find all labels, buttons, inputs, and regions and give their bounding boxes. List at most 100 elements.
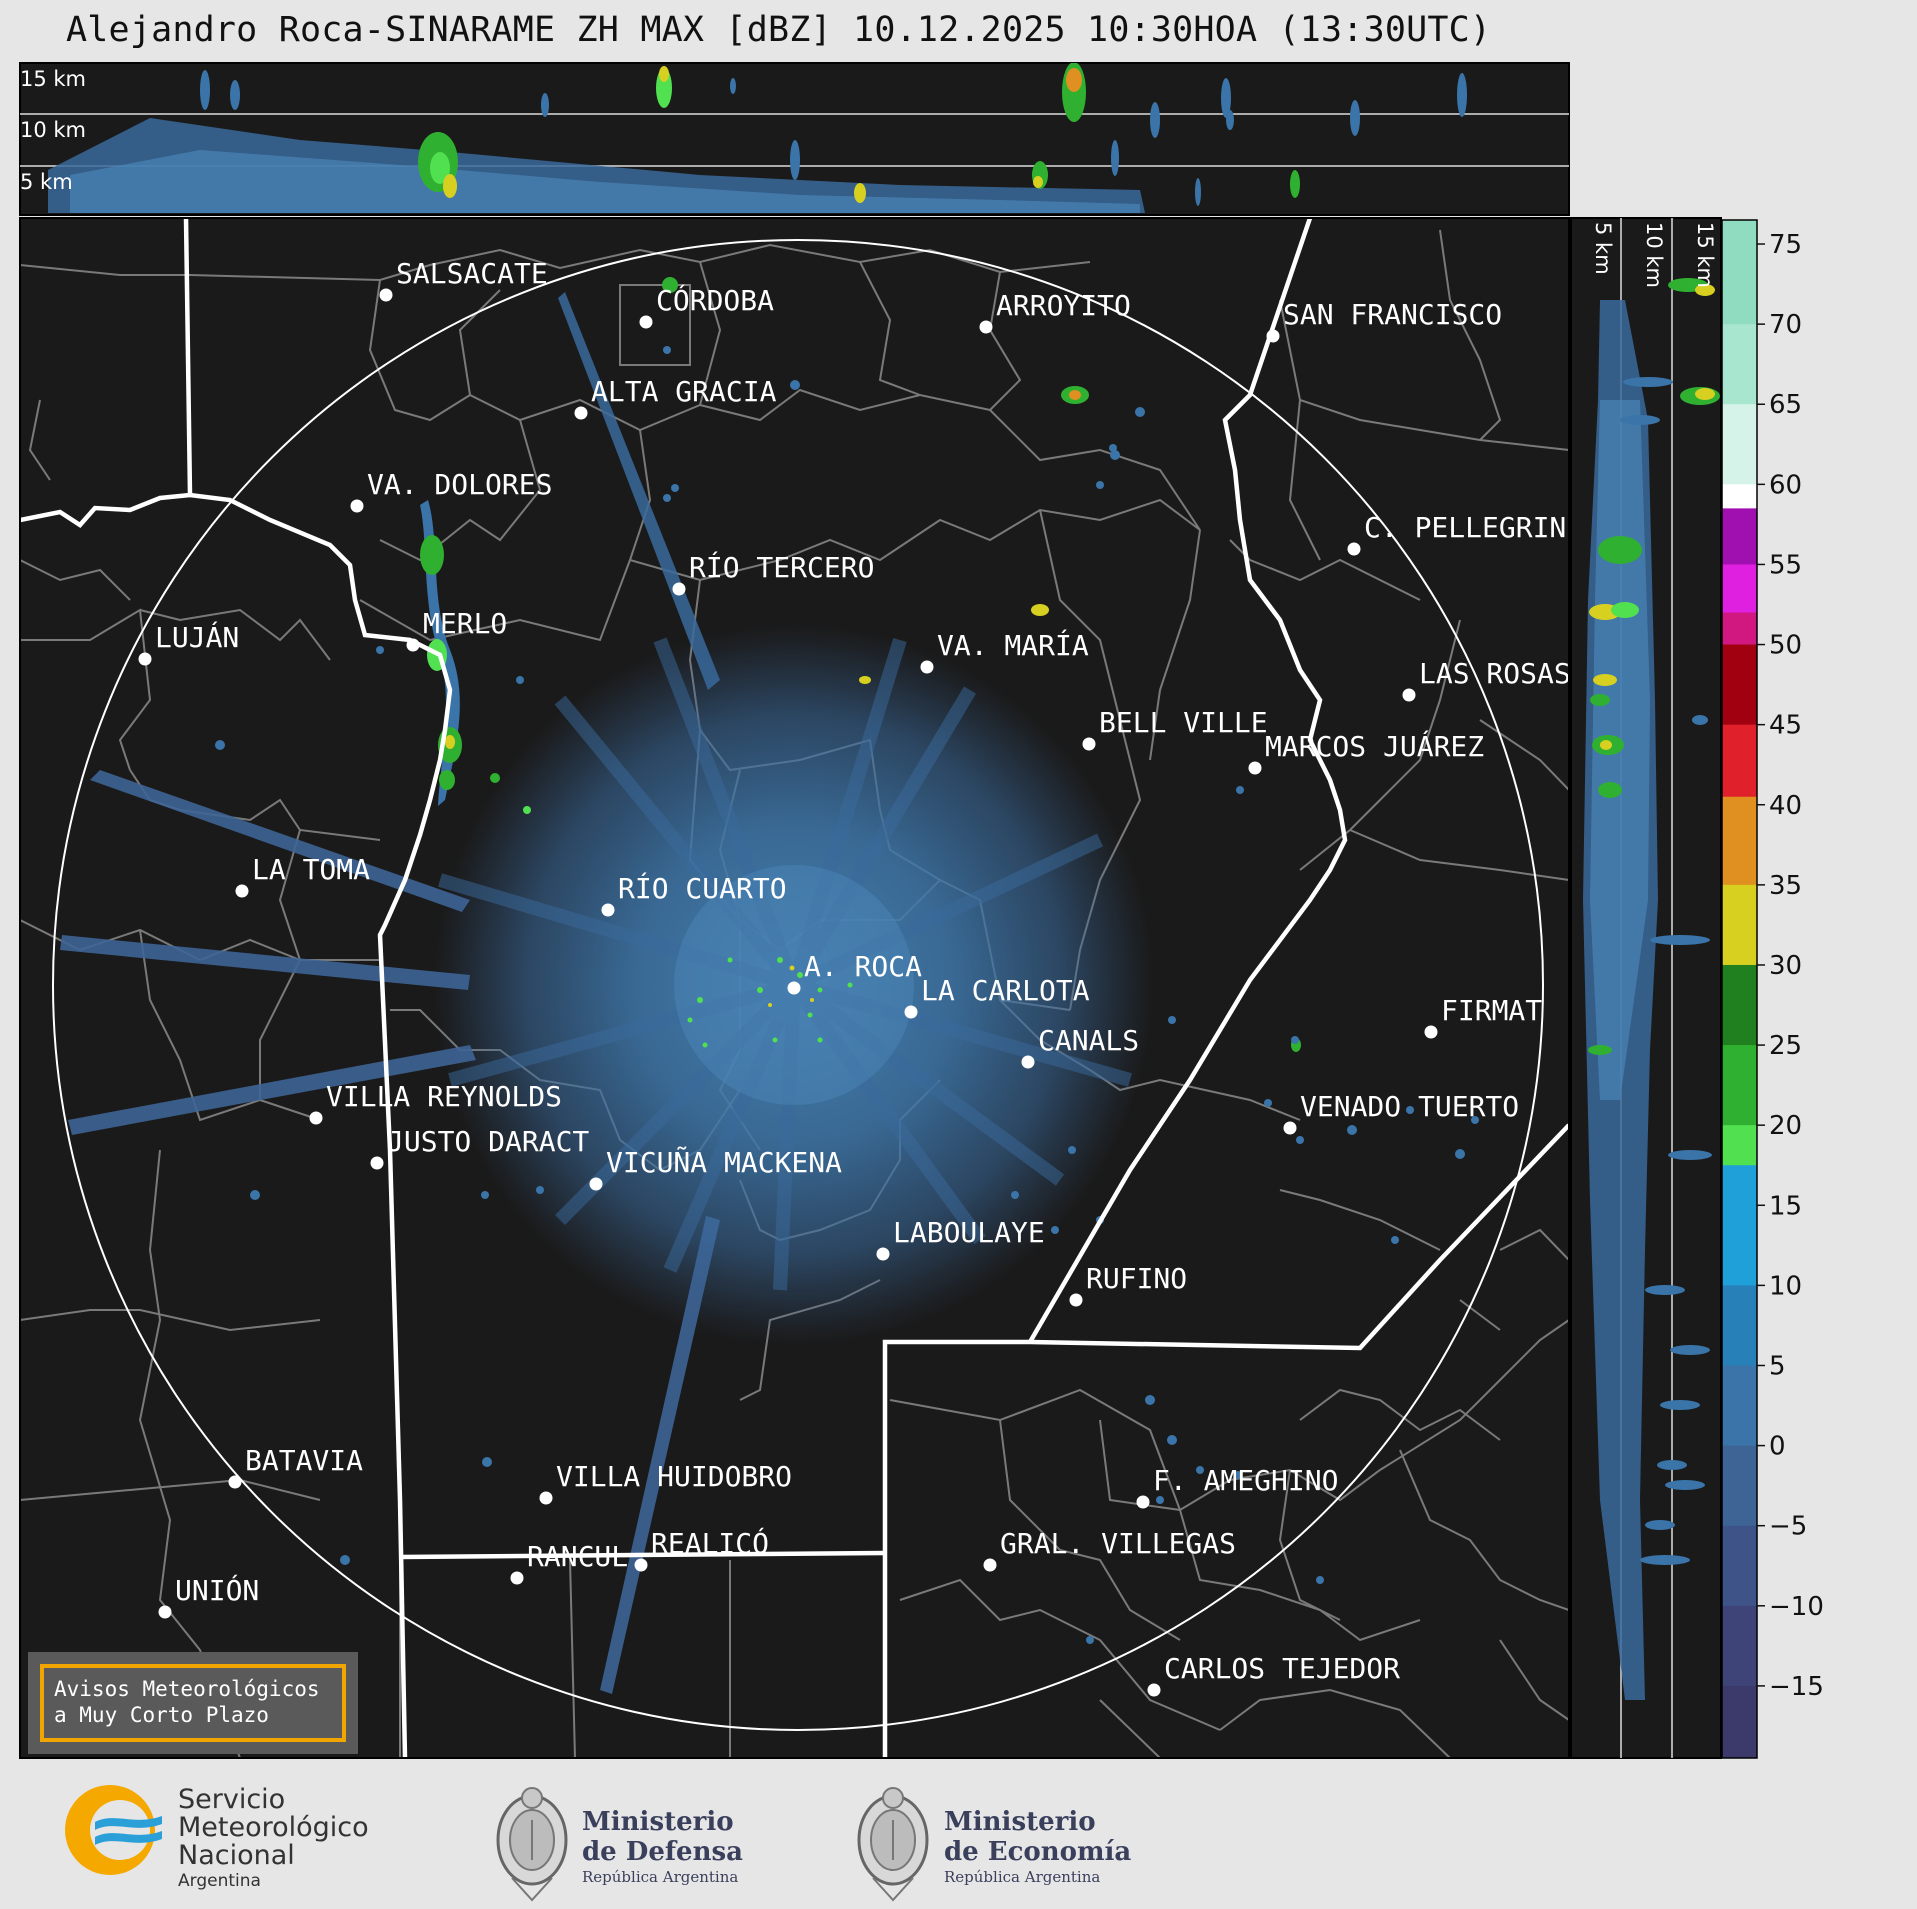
notice-box[interactable]: Avisos Meteorológicos a Muy Corto Plazo: [28, 1652, 358, 1754]
city-label: JUSTO DARACT: [387, 1125, 589, 1158]
city-dot: [370, 1156, 384, 1170]
city-dot: [1082, 737, 1096, 751]
city-marker: C. PELLEGRINI: [1347, 511, 1569, 556]
city-dot: [574, 406, 588, 420]
city-dot: [639, 315, 653, 329]
colorbar-tick-label: 5: [1769, 1351, 1786, 1381]
city-marker: RÍO CUARTO: [601, 871, 787, 917]
city-label: RÍO CUARTO: [618, 871, 787, 905]
city-label: CARLOS TEJEDOR: [1164, 1652, 1400, 1685]
colorbar-segment: [1722, 1685, 1757, 1759]
footer-logos: Servicio Meteorológico Nacional Argentin…: [65, 1784, 1131, 1902]
defensa-coat-of-arms-icon: [496, 1787, 568, 1902]
radar-figure: 15 km 10 km 5 km: [19, 62, 1824, 1759]
city-dot: [589, 1177, 603, 1191]
colorbar-tick-label: 60: [1769, 470, 1802, 500]
colorbar-segment: [1722, 1365, 1757, 1447]
colorbar-tick-label: 70: [1769, 310, 1802, 340]
city-marker: A. ROCA: [787, 950, 922, 995]
city-label: A. ROCA: [804, 950, 922, 983]
smn-logo: Servicio Meteorológico Nacional Argentin…: [65, 1784, 369, 1891]
smn-logo-line-1: Servicio: [178, 1784, 285, 1815]
city-dot: [138, 652, 152, 666]
city-marker: LUJÁN: [138, 620, 239, 666]
city-label: VA. DOLORES: [367, 468, 552, 501]
colorbar-segment: [1722, 564, 1757, 614]
colorbar-segment: [1722, 724, 1757, 798]
colorbar-segment: [1722, 964, 1757, 1046]
city-dot: [672, 582, 686, 596]
city-label: ALTA GRACIA: [591, 375, 777, 408]
colorbar-tick-label: −5: [1769, 1512, 1807, 1542]
city-marker: VICUÑA MACKENA: [589, 1145, 842, 1191]
economia-logo-line-1: Ministerio: [944, 1807, 1096, 1837]
city-label: BATAVIA: [245, 1444, 363, 1477]
side-altitude-label-10km: 10 km: [1642, 222, 1666, 288]
city-marker: RANCUL: [510, 1540, 628, 1585]
city-label: UNIÓN: [175, 1573, 259, 1607]
colorbar-tick-label: 10: [1769, 1271, 1802, 1301]
city-label: VICUÑA MACKENA: [606, 1145, 842, 1179]
city-label: VENADO TUERTO: [1300, 1090, 1519, 1123]
city-dot: [787, 981, 801, 995]
city-label: SAN FRANCISCO: [1283, 298, 1502, 331]
colorbar-segment: [1722, 644, 1757, 726]
city-marker: VA. MARÍA: [920, 628, 1089, 674]
colorbar-tick-label: 65: [1769, 390, 1802, 420]
colorbar-segment: [1722, 1525, 1757, 1607]
colorbar-tick-label: 20: [1769, 1111, 1802, 1141]
city-marker: FIRMAT: [1424, 994, 1542, 1039]
colorbar-tick-label: 50: [1769, 631, 1802, 661]
city-label: LA CARLOTA: [921, 974, 1090, 1007]
colorbar-segment: [1722, 1165, 1757, 1286]
city-label: RANCUL: [527, 1540, 628, 1573]
city-dot: [920, 660, 934, 674]
top-altitude-label-10km: 10 km: [20, 118, 86, 142]
colorbar-tick-label: 35: [1769, 871, 1802, 901]
city-marker: F. AMEGHINO: [1136, 1464, 1338, 1509]
city-marker: LA CARLOTA: [904, 974, 1090, 1019]
city-label: BELL VILLE: [1099, 706, 1268, 739]
side-cross-section-panel: 5 km 10 km 15 km: [1570, 217, 1722, 1759]
colorbar-segment: [1722, 884, 1757, 966]
city-label: LAS ROSAS: [1419, 657, 1571, 690]
ministerio-economia-logo: Ministerio de Economía República Argenti…: [857, 1787, 1131, 1902]
economia-logo-line-3: República Argentina: [944, 1868, 1100, 1886]
defensa-logo-line-3: República Argentina: [582, 1868, 738, 1886]
smn-logo-line-2: Meteorológico: [178, 1812, 369, 1843]
colorbar-segment: [1722, 404, 1757, 485]
city-dot: [1248, 761, 1262, 775]
colorbar-tick-label: 25: [1769, 1031, 1802, 1061]
city-label: CÓRDOBA: [656, 283, 774, 317]
city-marker: CANALS: [1021, 1024, 1139, 1069]
notice-box-frame: Avisos Meteorológicos a Muy Corto Plazo: [40, 1664, 346, 1742]
city-dot: [1069, 1293, 1083, 1307]
city-marker: BELL VILLE: [1082, 706, 1268, 751]
city-dot: [379, 288, 393, 302]
city-marker: LABOULAYE: [876, 1216, 1045, 1261]
colorbar-segment: [1722, 1045, 1757, 1126]
city-dot: [158, 1605, 172, 1619]
city-label: VILLA HUIDOBRO: [556, 1460, 792, 1493]
city-marker: ALTA GRACIA: [574, 375, 777, 420]
city-dot: [979, 320, 993, 334]
colorbar-segment: [1722, 508, 1757, 565]
city-markers: SALSACATE CÓRDOBA ARROYITO SAN FRANCISCO ALT…: [138, 257, 1571, 1697]
city-label: VA. MARÍA: [937, 628, 1089, 662]
notice-line-1: Avisos Meteorológicos: [54, 1677, 320, 1701]
side-altitude-label-5km: 5 km: [1591, 222, 1615, 275]
province-borders: [20, 218, 1569, 1758]
city-marker: SAN FRANCISCO: [1266, 298, 1502, 343]
city-marker: BATAVIA: [228, 1444, 363, 1489]
colorbar-segment: [1722, 324, 1757, 405]
city-dot: [1424, 1025, 1438, 1039]
city-marker: CÓRDOBA: [639, 283, 774, 329]
city-dot: [228, 1475, 242, 1489]
city-dot: [510, 1571, 524, 1585]
colorbar-tick-label: 30: [1769, 951, 1802, 981]
city-dot: [983, 1558, 997, 1572]
city-dot: [309, 1111, 323, 1125]
city-marker: REALICÓ: [634, 1526, 769, 1572]
